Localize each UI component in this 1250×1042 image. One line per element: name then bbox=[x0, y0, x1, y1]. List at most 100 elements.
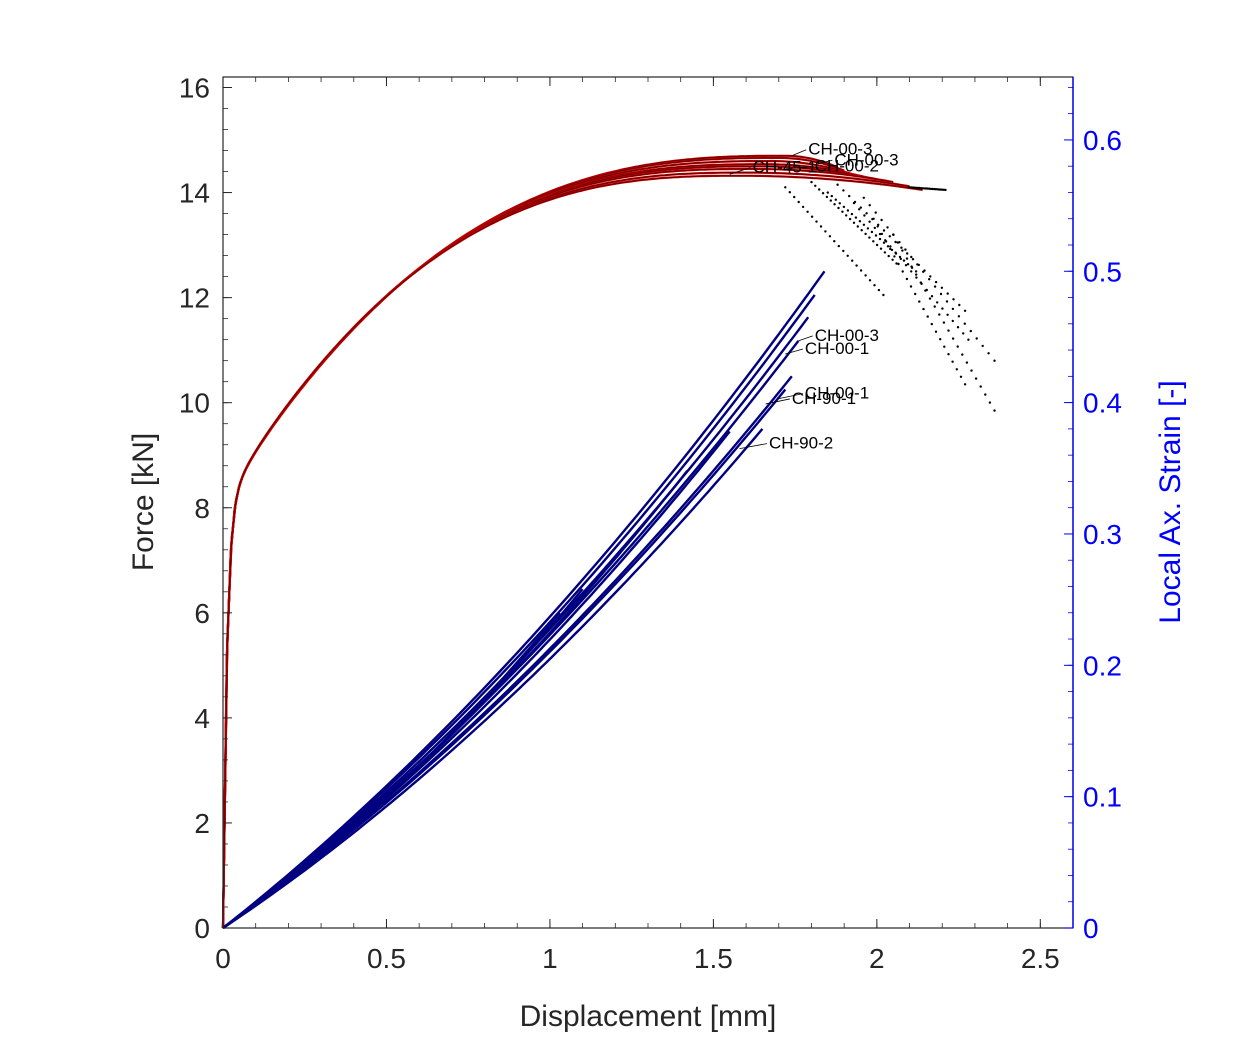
post-peak-point bbox=[872, 240, 875, 243]
post-peak-point bbox=[898, 255, 902, 259]
post-peak-markers bbox=[784, 180, 996, 412]
post-peak-point bbox=[987, 352, 990, 355]
x-tick-label: 1 bbox=[542, 943, 558, 974]
post-peak-point bbox=[901, 270, 904, 273]
post-peak-point bbox=[993, 409, 996, 412]
post-peak-point bbox=[834, 198, 837, 201]
strain-curves bbox=[222, 270, 826, 929]
post-peak-point bbox=[878, 232, 882, 236]
post-peak-point bbox=[906, 252, 909, 255]
post-peak-point bbox=[896, 241, 899, 244]
force-series-marker-8 bbox=[222, 175, 923, 929]
post-peak-point bbox=[862, 223, 866, 226]
post-peak-point bbox=[874, 234, 878, 237]
post-peak-point bbox=[894, 251, 897, 254]
post-peak-point bbox=[940, 286, 944, 289]
post-peak-point bbox=[963, 383, 967, 386]
post-peak-point bbox=[904, 248, 907, 251]
post-peak-point bbox=[922, 270, 925, 273]
post-peak-point bbox=[877, 288, 881, 292]
post-peak-point bbox=[963, 322, 966, 325]
y2-tick-label: 0 bbox=[1083, 913, 1099, 944]
post-peak-point bbox=[850, 212, 854, 216]
post-peak-point bbox=[915, 276, 918, 279]
post-peak-point bbox=[873, 284, 876, 287]
post-peak-point bbox=[981, 344, 984, 348]
y-tick-label: 14 bbox=[179, 178, 210, 209]
post-peak-point bbox=[939, 292, 943, 296]
post-peak-point bbox=[910, 270, 913, 273]
annotation-label: CH-00-1 bbox=[805, 384, 869, 403]
y2-tick-label: 0.3 bbox=[1083, 519, 1122, 550]
post-peak-point bbox=[876, 225, 879, 228]
post-peak-point bbox=[936, 301, 939, 304]
post-peak-point bbox=[875, 243, 879, 247]
post-peak-point bbox=[965, 361, 969, 364]
strain-series-1 bbox=[222, 270, 826, 929]
post-peak-point bbox=[801, 205, 805, 209]
post-peak-drop-9 bbox=[908, 186, 947, 192]
post-peak-point bbox=[856, 225, 859, 228]
post-peak-point bbox=[952, 298, 955, 301]
y2-tick-label: 0.1 bbox=[1083, 782, 1122, 813]
post-peak-point bbox=[890, 248, 894, 252]
post-peak-point bbox=[945, 300, 949, 303]
post-peak-point bbox=[979, 385, 982, 388]
post-peak-drop-6 bbox=[862, 196, 996, 362]
post-peak-point bbox=[941, 307, 944, 310]
annotation-label: CH-00-2 bbox=[815, 157, 879, 176]
post-peak-point bbox=[825, 195, 829, 199]
post-peak-point bbox=[833, 203, 836, 206]
post-peak-point bbox=[944, 188, 947, 192]
post-peak-point bbox=[901, 249, 904, 252]
post-peak-point bbox=[951, 307, 955, 311]
post-peak-point bbox=[939, 338, 942, 341]
post-peak-point bbox=[993, 359, 996, 362]
y2-tick-label: 0.5 bbox=[1083, 256, 1122, 287]
post-peak-point bbox=[984, 393, 987, 396]
post-peak-point bbox=[924, 289, 927, 292]
post-peak-point bbox=[864, 232, 867, 236]
post-peak-point bbox=[914, 270, 918, 273]
post-peak-point bbox=[892, 233, 895, 236]
x-tick-label: 0.5 bbox=[367, 943, 406, 974]
post-peak-point bbox=[864, 274, 867, 277]
post-peak-point bbox=[942, 321, 946, 324]
post-peak-point bbox=[859, 206, 862, 209]
post-peak-point bbox=[914, 292, 917, 296]
post-peak-point bbox=[883, 251, 887, 254]
post-peak-point bbox=[988, 401, 992, 404]
post-peak-point bbox=[880, 218, 883, 222]
post-peak-point bbox=[841, 210, 844, 213]
x-tick-label: 0 bbox=[215, 943, 231, 974]
post-peak-point bbox=[910, 265, 913, 268]
post-peak-point bbox=[845, 214, 848, 217]
y-tick-label: 8 bbox=[194, 493, 210, 524]
x-tick-label: 2 bbox=[869, 943, 885, 974]
post-peak-point bbox=[842, 189, 845, 192]
post-peak-point bbox=[930, 295, 934, 298]
post-peak-point bbox=[837, 206, 840, 210]
post-peak-point bbox=[931, 187, 934, 191]
post-peak-point bbox=[821, 192, 825, 195]
annotation-arrow bbox=[785, 348, 804, 355]
post-peak-point bbox=[846, 254, 849, 257]
post-peak-point bbox=[946, 292, 949, 295]
post-peak-point bbox=[941, 188, 944, 191]
post-peak-point bbox=[918, 300, 921, 303]
post-peak-point bbox=[870, 230, 874, 234]
post-peak-point bbox=[860, 229, 863, 232]
post-peak-point bbox=[810, 180, 813, 184]
post-peak-point bbox=[943, 345, 946, 348]
y-tick-label: 16 bbox=[179, 73, 210, 104]
post-peak-point bbox=[913, 186, 916, 189]
post-peak-point bbox=[793, 195, 796, 199]
post-peak-point bbox=[922, 307, 925, 311]
force-curves bbox=[221, 154, 923, 929]
y-axis-label: Force [kN] bbox=[127, 433, 160, 571]
post-peak-point bbox=[815, 220, 818, 223]
post-peak-point bbox=[891, 258, 894, 261]
post-peak-point bbox=[848, 194, 851, 198]
annotation-arrow bbox=[791, 149, 807, 157]
